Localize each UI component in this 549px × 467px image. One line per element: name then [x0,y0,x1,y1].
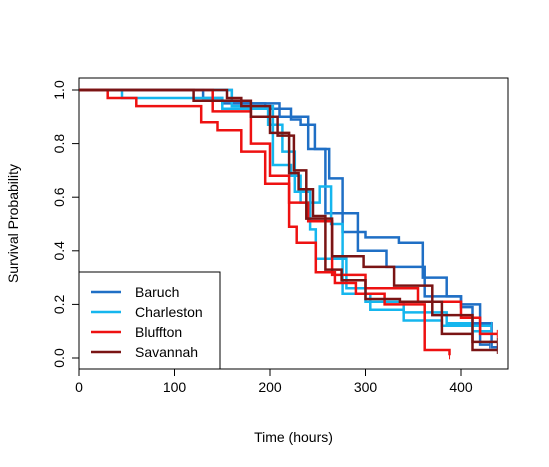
survival-curve-charleston [79,88,492,333]
survival-curve-bluffton [79,88,498,336]
x-tick-label: 300 [354,379,378,395]
legend-label-baruch: Baruch [135,284,179,300]
y-tick-label: 0.8 [51,134,67,154]
y-tick-label: 1.0 [51,80,67,100]
legend: Baruch Charleston Bluffton Savannah [78,271,221,370]
survival-curve-savannah [79,88,498,344]
survival-curve-savannah [79,88,498,352]
legend-label-charleston: Charleston [135,304,203,320]
series-bluffton [79,88,498,360]
y-tick-label: 0.4 [51,241,67,261]
series-charleston [79,88,493,336]
axes-layer: 0 100 200 300 400 0.0 0.2 0.4 0.6 0.8 1.0 [51,80,473,395]
x-tick-label: 100 [163,379,187,395]
legend-label-savannah: Savannah [135,344,198,360]
survival-curve-bluffton [79,88,451,356]
legend-label-bluffton: Bluffton [135,324,182,340]
y-tick-label: 0.0 [51,348,67,368]
y-tick-label: 0.6 [51,187,67,207]
x-tick-label: 200 [258,379,282,395]
x-tick-label: 0 [75,379,83,395]
plot-frame [78,77,509,370]
x-axis-label: Time (hours) [254,429,333,445]
series-savannah [79,88,498,354]
series-layer [79,88,498,360]
x-tick-label: 400 [449,379,473,395]
legend-items: Baruch Charleston Bluffton Savannah [91,284,203,360]
y-tick-label: 0.2 [51,294,67,314]
survival-curve-charleston [79,88,492,328]
y-axis-label: Survival Probability [5,164,21,283]
